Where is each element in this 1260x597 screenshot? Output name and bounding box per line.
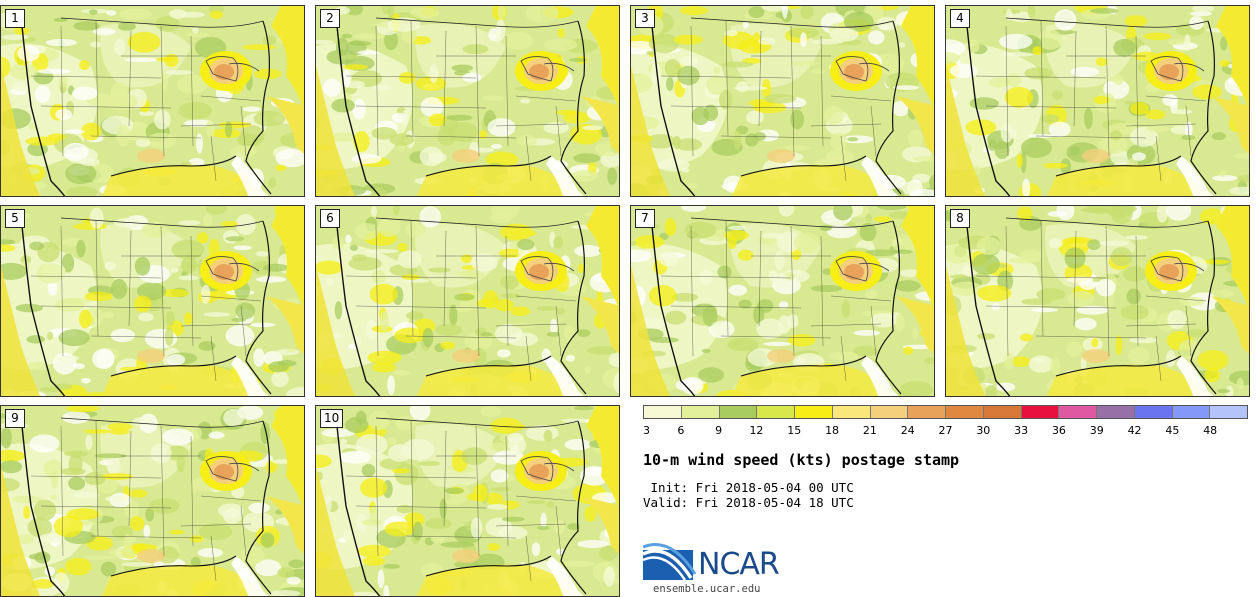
- wind-speed-map: [316, 406, 619, 596]
- color-scale-tick-label: 18: [825, 424, 840, 437]
- color-scale-tick-label: 15: [787, 424, 802, 437]
- color-scale-bin: [719, 406, 758, 418]
- color-scale-bin: [1210, 406, 1247, 418]
- color-scale-bin: [1134, 406, 1173, 418]
- valid-time: Valid: Fri 2018-05-04 18 UTC: [643, 495, 854, 510]
- map-panel: 2: [315, 5, 620, 197]
- wind-speed-map: [631, 206, 934, 396]
- map-panel: 1: [0, 5, 305, 197]
- member-label: 4: [950, 9, 970, 28]
- member-label: 2: [320, 9, 340, 28]
- color-scale-bin: [795, 406, 833, 418]
- wind-speed-map: [631, 6, 934, 196]
- color-scale-tick-label: 48: [1203, 424, 1218, 437]
- wind-speed-map: [1, 206, 304, 396]
- color-scale-tick-label: 39: [1089, 424, 1104, 437]
- member-label: 5: [5, 209, 25, 228]
- map-panel: 7: [630, 205, 935, 397]
- color-scale-bin: [1059, 406, 1097, 418]
- init-time: Init: Fri 2018-05-04 00 UTC: [643, 480, 854, 495]
- member-label: 8: [950, 209, 970, 228]
- color-scale-bin: [644, 406, 682, 418]
- color-scale-bin: [1021, 406, 1060, 418]
- ncar-logo-icon: [643, 543, 697, 581]
- color-scale-tick-label: 30: [976, 424, 991, 437]
- wind-speed-map: [1, 6, 304, 196]
- map-panel: 3: [630, 5, 935, 197]
- map-panel: 10: [315, 405, 620, 597]
- member-label: 7: [635, 209, 655, 228]
- map-panel: 5: [0, 205, 305, 397]
- color-scale-bin: [908, 406, 946, 418]
- wind-speed-map: [946, 6, 1249, 196]
- color-scale-tick-label: 42: [1127, 424, 1142, 437]
- ncar-logo-text: NCAR: [698, 547, 780, 582]
- member-label: 10: [320, 409, 344, 428]
- color-scale-bin: [870, 406, 909, 418]
- color-scale-tick-label: 12: [749, 424, 764, 437]
- wind-speed-map: [1, 406, 304, 596]
- map-title: 10-m wind speed (kts) postage stamp: [643, 451, 960, 469]
- color-scale-tick-label: 6: [677, 424, 685, 437]
- color-scale-tick-label: 33: [1014, 424, 1029, 437]
- map-panel: 6: [315, 205, 620, 397]
- color-scale-tick-label: 36: [1051, 424, 1066, 437]
- wind-speed-map: [946, 206, 1249, 396]
- logo-url: ensemble.ucar.edu: [653, 583, 761, 595]
- color-scale-tick-label: 45: [1165, 424, 1180, 437]
- color-scale-bin: [681, 406, 720, 418]
- member-label: 9: [5, 409, 25, 428]
- color-scale-bin: [983, 406, 1022, 418]
- member-label: 3: [635, 9, 655, 28]
- color-scale-tick-label: 24: [900, 424, 915, 437]
- member-label: 1: [5, 9, 25, 28]
- wind-speed-map: [316, 206, 619, 396]
- color-scale-bin: [832, 406, 871, 418]
- color-scale-tick-label: 9: [715, 424, 723, 437]
- map-panel: 9: [0, 405, 305, 597]
- color-scale-ticks: 3 6 9 12 15 18 21 24 27 30 33 36 39 42 45 48: [643, 424, 1248, 438]
- map-panel: 8: [945, 205, 1250, 397]
- wind-speed-map: [316, 6, 619, 196]
- color-scale-bin: [757, 406, 795, 418]
- member-label: 6: [320, 209, 340, 228]
- color-scale-tick-label: 21: [862, 424, 877, 437]
- color-scale-tick-label: 27: [938, 424, 953, 437]
- color-scale-bin: [1097, 406, 1135, 418]
- color-scale-tick-label: 3: [643, 424, 650, 437]
- color-scale-bin: [1172, 406, 1211, 418]
- map-panel: 4: [945, 5, 1250, 197]
- color-scale-bin: [946, 406, 984, 418]
- color-scale-bar: [643, 405, 1248, 419]
